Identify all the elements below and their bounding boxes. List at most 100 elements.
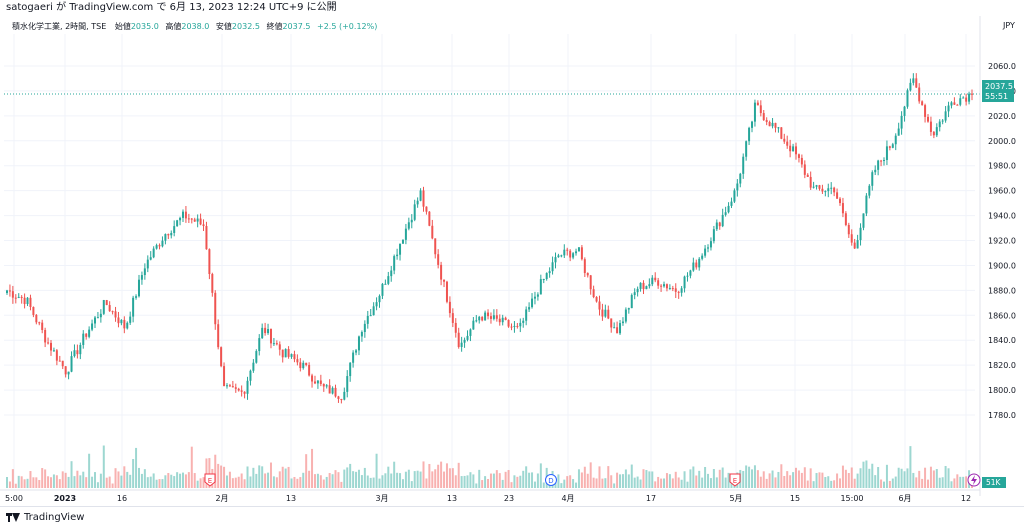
volume-bar — [504, 471, 507, 488]
candle — [803, 160, 806, 179]
price-chart[interactable]: 2060.02040.02020.02000.01980.01960.01940… — [0, 16, 1024, 506]
candle — [363, 320, 366, 338]
volume-bar — [164, 475, 167, 488]
time-tick-label: 16 — [117, 494, 127, 503]
volume-bar — [126, 471, 129, 488]
volume-bar — [88, 453, 91, 488]
volume-bar — [193, 473, 196, 488]
bar-countdown: 55:51 — [985, 92, 1008, 101]
volume-bar — [346, 467, 349, 488]
candle — [660, 284, 663, 292]
candle — [692, 257, 695, 272]
candle — [384, 279, 387, 285]
brand[interactable]: TradingView — [6, 512, 84, 523]
volume-bar — [41, 468, 44, 488]
candle — [88, 326, 91, 339]
candle — [258, 334, 261, 356]
volume-bars — [6, 445, 973, 488]
candle — [883, 157, 886, 166]
earnings-marker-icon[interactable]: E — [204, 473, 216, 487]
volume-bar — [768, 473, 771, 488]
candle — [522, 317, 525, 328]
volume-bar — [155, 479, 158, 488]
volume-bar — [258, 465, 261, 488]
volume-bar — [390, 473, 393, 488]
volume-bar — [190, 446, 193, 488]
volume-bar — [132, 459, 135, 488]
legend: 積水化学工業, 2時間, TSE 始値2035.0 高値2038.0 安値203… — [12, 21, 377, 31]
candle — [953, 97, 956, 105]
candle — [921, 100, 924, 106]
candle — [912, 73, 915, 86]
volume-bar — [293, 476, 296, 488]
volume-bar — [783, 475, 786, 488]
candle — [938, 119, 941, 132]
candle — [102, 299, 105, 315]
candle — [745, 140, 748, 161]
volume-bar — [91, 476, 94, 488]
candle — [888, 145, 891, 151]
last-price-value: 2037.5 — [985, 82, 1013, 91]
volume-bar — [689, 469, 692, 488]
volume-bar — [660, 478, 663, 488]
candle — [173, 220, 176, 237]
candle — [73, 344, 76, 358]
candle — [340, 398, 343, 404]
volume-bar — [146, 477, 149, 488]
volume-bar — [73, 476, 76, 488]
volume-value: 51K — [986, 478, 1002, 487]
candle — [99, 309, 102, 323]
volume-bar — [753, 465, 756, 488]
chart-pane[interactable]: 2060.02040.02020.02000.01980.01960.01940… — [0, 16, 1024, 506]
volume-bar — [404, 471, 407, 488]
candle — [181, 209, 184, 223]
candle — [965, 93, 968, 106]
volume-bar — [563, 479, 566, 488]
candle — [299, 358, 302, 372]
candle — [874, 165, 877, 176]
candle — [111, 310, 114, 315]
volume-bar — [759, 476, 762, 488]
volume-bar — [809, 468, 812, 488]
volume-bar — [214, 454, 217, 488]
volume-bar — [384, 473, 387, 488]
volume-bar — [451, 468, 454, 488]
volume-bar — [883, 481, 886, 488]
candle — [164, 233, 167, 245]
dividend-marker-icon[interactable]: D — [545, 474, 557, 486]
candle — [891, 142, 894, 149]
volume-bar — [856, 473, 859, 488]
volume-bar — [181, 472, 184, 488]
candle — [478, 315, 481, 324]
volume-bar — [756, 470, 759, 488]
volume-bar — [871, 463, 874, 488]
candle — [20, 295, 23, 304]
volume-bar — [205, 458, 208, 488]
volume-bar — [674, 471, 677, 488]
candle — [140, 271, 143, 285]
volume-bar — [821, 472, 824, 488]
candle — [396, 248, 399, 260]
volume-bar — [475, 483, 478, 488]
candle — [621, 317, 624, 326]
candle — [123, 316, 126, 334]
candle — [607, 305, 610, 320]
candle — [246, 376, 249, 400]
volume-bar — [912, 472, 915, 488]
time-tick-label: 23 — [504, 494, 514, 503]
candle — [346, 370, 349, 398]
candle — [308, 362, 311, 377]
volume-bar — [108, 476, 111, 488]
lightning-icon[interactable] — [967, 473, 981, 487]
candle — [132, 295, 135, 323]
earnings-marker-icon[interactable]: E — [729, 473, 741, 487]
last-price-badge — [982, 80, 1014, 102]
legend-high-value: 2038.0 — [181, 22, 209, 31]
candle — [52, 347, 55, 352]
candle — [918, 83, 921, 104]
volume-bar — [240, 473, 243, 488]
volume-bar — [701, 477, 704, 488]
volume-bar — [302, 472, 305, 488]
candles — [6, 73, 973, 404]
candle — [35, 314, 38, 325]
